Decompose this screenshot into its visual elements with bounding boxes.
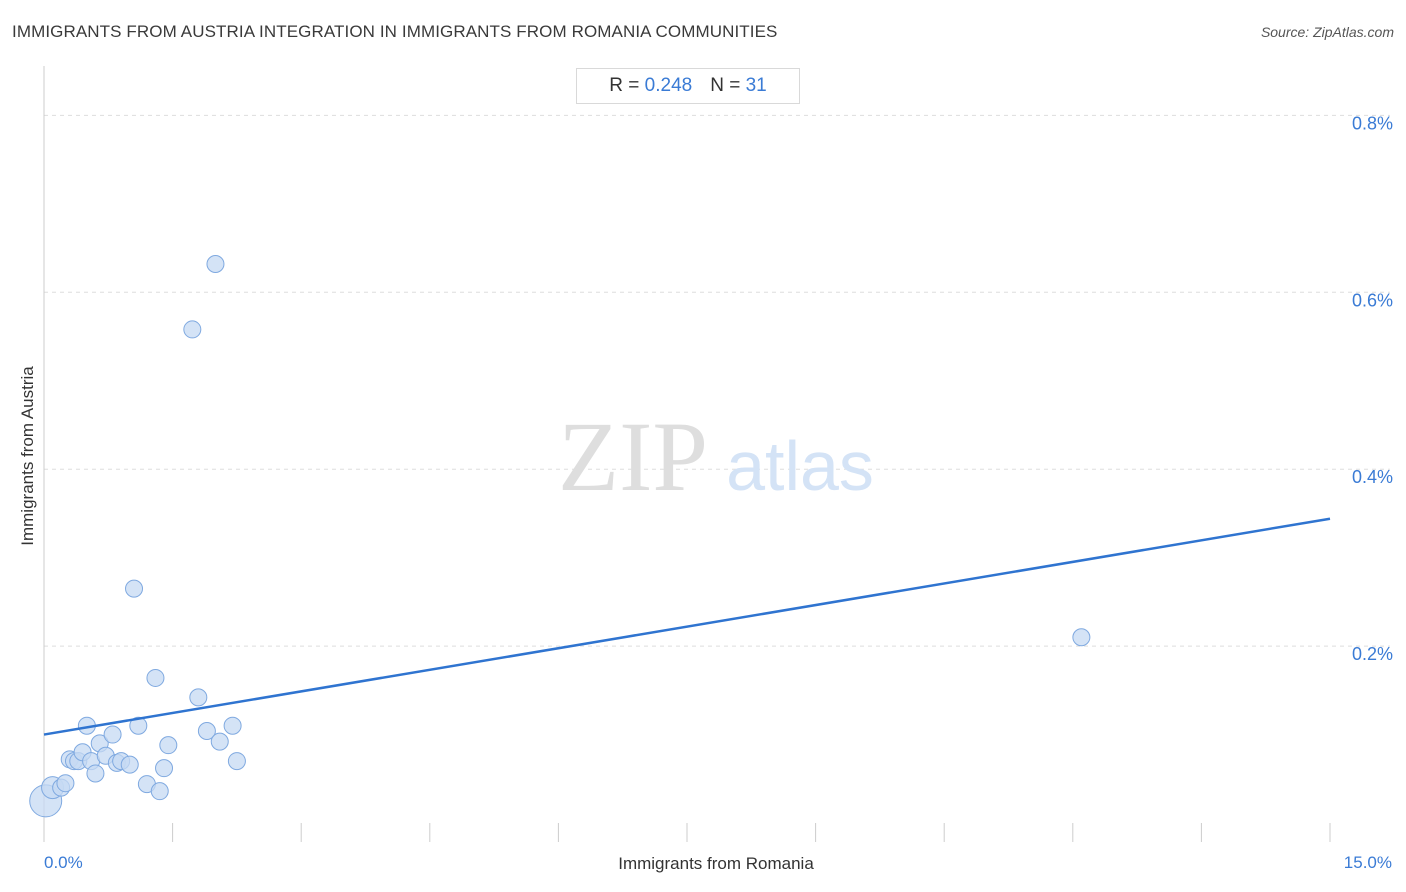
data-point [189,688,208,707]
y-tick-label: 0.4% [1352,467,1393,487]
y-axis-label: Immigrants from Austria [18,366,37,546]
data-point [1072,628,1091,647]
data-point [155,759,174,778]
y-tick-label: 0.6% [1352,290,1393,310]
x-tick-min: 0.0% [44,853,83,872]
watermark-zip: ZIP [558,401,708,512]
y-tick-label: 0.8% [1352,113,1393,133]
y-tick-label: 0.2% [1352,644,1393,664]
trend-line-group [43,517,1331,736]
data-point [223,716,242,735]
y-tick-labels: 0.2% 0.4% 0.6% 0.8% [1352,113,1393,664]
data-point [159,736,178,755]
n-value: 31 [745,75,767,96]
data-point [146,668,165,687]
stats-box: R = 0.248 N = 31 [576,68,800,104]
data-point [125,579,144,598]
data-point [150,782,169,801]
data-point [210,732,229,751]
data-point [197,722,216,741]
r-value: 0.248 [644,75,693,96]
data-point [206,254,225,273]
data-point [86,764,105,783]
data-point [103,725,122,744]
data-point [129,716,148,735]
axes [43,66,1331,842]
x-tick-max: 15.0% [1343,853,1392,872]
x-axis-label: Immigrants from Romania [618,854,814,873]
gridlines [44,114,1390,647]
zipatlas-watermark: ZIP atlas [558,401,874,512]
data-point [56,774,75,793]
r-label: R = [609,75,640,96]
watermark-atlas: atlas [726,427,874,505]
data-point [120,755,139,774]
trend-line [43,517,1331,736]
data-points [29,254,1091,818]
n-label: N = [710,75,741,96]
data-point [227,752,246,771]
source-credit: Source: ZipAtlas.com [1260,24,1394,40]
data-point [183,320,202,339]
chart-title: IMMIGRANTS FROM AUSTRIA INTEGRATION IN I… [12,22,778,41]
